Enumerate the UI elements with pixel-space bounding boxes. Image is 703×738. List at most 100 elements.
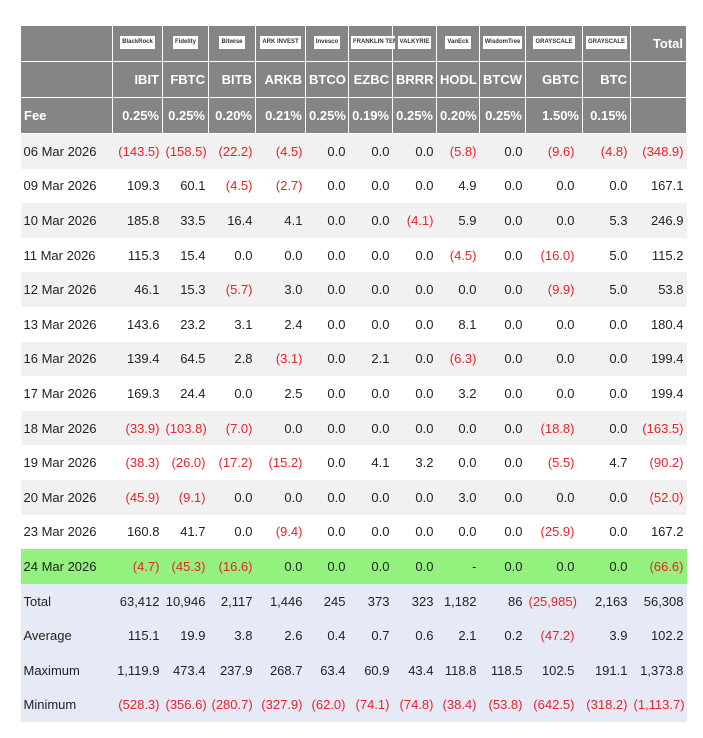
cell: (103.8) xyxy=(162,410,209,446)
cell: 0.0 xyxy=(525,341,583,377)
cell: 4.1 xyxy=(255,203,306,238)
cell: 118.8 xyxy=(436,652,480,688)
cell: 199.4 xyxy=(630,376,687,411)
cell: (62.0) xyxy=(305,687,349,723)
issuer-logo: ARK INVEST xyxy=(260,35,301,49)
cell: (327.9) xyxy=(255,687,306,723)
cell: 0.0 xyxy=(305,549,349,584)
cell: 0.0 xyxy=(479,168,526,204)
cell: 1,119.9 xyxy=(112,652,163,688)
cell: (33.9) xyxy=(112,410,163,446)
table-row: 06 Mar 2026 (143.5) (158.5) (22.2) (4.5) 0.0 0… xyxy=(20,133,687,169)
fee: 0.20% xyxy=(436,97,480,134)
cell: (356.6) xyxy=(162,687,209,723)
cell: (4.1) xyxy=(392,203,437,238)
cell: 0.0 xyxy=(582,549,631,584)
row-label: Average xyxy=(20,618,113,653)
cell: 2.1 xyxy=(436,618,480,653)
cell: 2.5 xyxy=(255,376,306,411)
cell: 180.4 xyxy=(630,306,687,342)
fee: 0.25% xyxy=(392,97,437,134)
cell: (25.9) xyxy=(525,514,583,550)
ticker: HODL xyxy=(436,61,480,98)
cell: (17.2) xyxy=(208,445,256,480)
logo-cell: BlackRock xyxy=(112,25,163,62)
row-label: Minimum xyxy=(20,687,113,723)
logo-cell: GRAYSCALE xyxy=(525,25,583,62)
table-row: 16 Mar 2026 139.4 64.5 2.8 (3.1) 0.0 2.1 0.0 (6.… xyxy=(20,341,687,377)
cell: 0.0 xyxy=(436,410,480,446)
ticker: BRRR xyxy=(392,61,437,98)
cell: 115.3 xyxy=(112,237,163,273)
ticker: EZBC xyxy=(348,61,393,98)
cell: 10,946 xyxy=(162,583,209,619)
cell: 0.0 xyxy=(348,479,393,515)
fee: 0.15% xyxy=(582,97,631,134)
fee-row: Fee 0.25% 0.25% 0.20% 0.21% 0.25% 0.19% 0.25% 0.… xyxy=(20,97,687,134)
cell: (4.5) xyxy=(436,237,480,273)
cell: (47.2) xyxy=(525,618,583,653)
cell: 0.0 xyxy=(348,376,393,411)
logo-cell: WisdomTree xyxy=(479,25,526,62)
table-row: 13 Mar 2026 143.6 23.2 3.1 2.4 0.0 0.0 0.0 8.1 0.… xyxy=(20,306,687,342)
cell: 139.4 xyxy=(112,341,163,377)
cell: (163.5) xyxy=(630,410,687,446)
fee: 0.25% xyxy=(305,97,349,134)
cell: 167.2 xyxy=(630,514,687,550)
table-row: 11 Mar 2026 115.3 15.4 0.0 0.0 0.0 0.0 0.0 (4.5)… xyxy=(20,237,687,273)
row-label: 06 Mar 2026 xyxy=(20,133,113,169)
header-cell xyxy=(20,25,113,62)
cell: 0.6 xyxy=(392,618,437,653)
table-row: 20 Mar 2026 (45.9) (9.1) 0.0 0.0 0.0 0.0 0.0 3.0… xyxy=(20,479,687,515)
cell: 0.0 xyxy=(305,168,349,204)
header-cell xyxy=(630,61,687,98)
cell: 0.0 xyxy=(436,445,480,480)
cell: (4.5) xyxy=(255,133,306,169)
cell: 0.0 xyxy=(582,341,631,377)
table-row: Average 115.1 19.9 3.8 2.6 0.4 0.7 0.6 2.1 0.2 (47… xyxy=(20,618,687,653)
cell: (348.9) xyxy=(630,133,687,169)
header-cell xyxy=(630,97,687,134)
cell: 268.7 xyxy=(255,652,306,688)
cell: 169.3 xyxy=(112,376,163,411)
table-row: Total 63,412 10,946 2,117 1,446 245 373 323 1,18… xyxy=(20,583,687,619)
cell: (2.7) xyxy=(255,168,306,204)
table-row: 24 Mar 2026 (4.7) (45.3) (16.6) 0.0 0.0 0.0 0.0… xyxy=(20,549,687,584)
cell: 0.0 xyxy=(208,376,256,411)
cell: 0.0 xyxy=(582,306,631,342)
cell: 0.0 xyxy=(525,306,583,342)
table-row: 17 Mar 2026 169.3 24.4 0.0 2.5 0.0 0.0 0.0 3.2 0.… xyxy=(20,376,687,411)
cell: 0.0 xyxy=(479,376,526,411)
row-label: 16 Mar 2026 xyxy=(20,341,113,377)
cell: 0.0 xyxy=(525,549,583,584)
cell: - xyxy=(436,549,480,584)
cell: 43.4 xyxy=(392,652,437,688)
cell: 0.0 xyxy=(525,168,583,204)
table-row: 12 Mar 2026 46.1 15.3 (5.7) 3.0 0.0 0.0 0.0 0.0 0… xyxy=(20,272,687,307)
cell: 86 xyxy=(479,583,526,619)
fee: 0.25% xyxy=(112,97,163,134)
cell: 53.8 xyxy=(630,272,687,307)
cell: 63,412 xyxy=(112,583,163,619)
cell: 0.0 xyxy=(392,479,437,515)
cell: 0.0 xyxy=(348,203,393,238)
cell: 373 xyxy=(348,583,393,619)
ticker: BITB xyxy=(208,61,256,98)
row-label: 19 Mar 2026 xyxy=(20,445,113,480)
cell: 0.0 xyxy=(348,306,393,342)
fee: 0.20% xyxy=(208,97,256,134)
cell: 0.0 xyxy=(479,410,526,446)
cell: (52.0) xyxy=(630,479,687,515)
cell: 0.0 xyxy=(582,410,631,446)
cell: 3.1 xyxy=(208,306,256,342)
table-row: Minimum (528.3) (356.6) (280.7) (327.9) (62.0… xyxy=(20,687,687,723)
cell: 0.0 xyxy=(208,237,256,273)
cell: 0.0 xyxy=(208,479,256,515)
cell: (26.0) xyxy=(162,445,209,480)
cell: 15.4 xyxy=(162,237,209,273)
cell: 0.0 xyxy=(479,549,526,584)
cell: (53.8) xyxy=(479,687,526,723)
cell: 1,446 xyxy=(255,583,306,619)
logo-cell: FRANKLIN TEMPLETON xyxy=(348,25,395,62)
